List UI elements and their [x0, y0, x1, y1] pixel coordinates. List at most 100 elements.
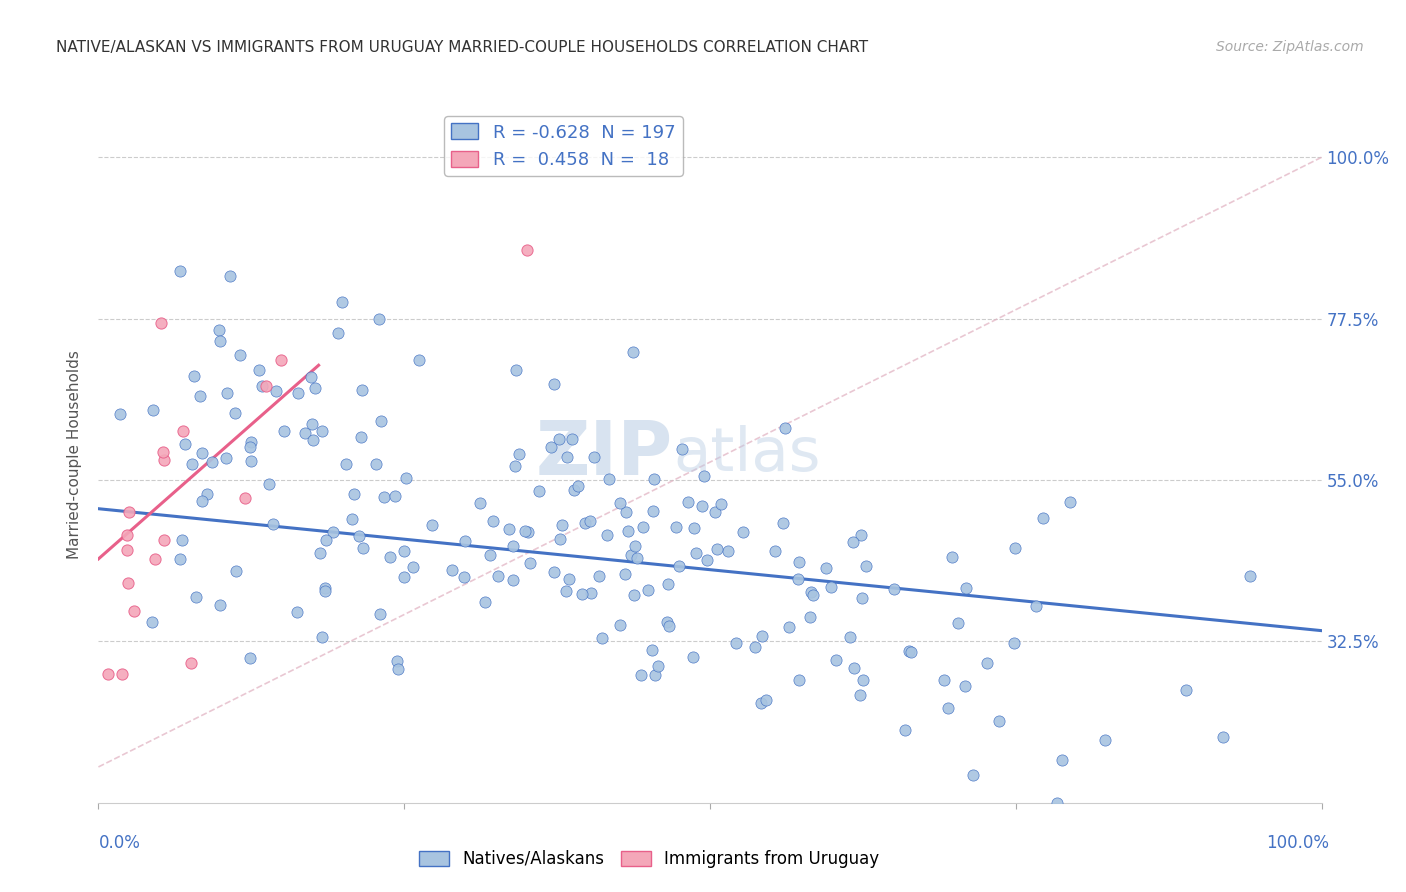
Point	[624, 539, 647, 553]
Point	[250, 379, 273, 393]
Point	[468, 496, 491, 510]
Point	[270, 353, 292, 368]
Point	[188, 388, 211, 402]
Point	[482, 514, 505, 528]
Point	[630, 668, 652, 682]
Point	[505, 363, 527, 377]
Point	[941, 549, 963, 564]
Point	[751, 629, 773, 643]
Point	[682, 520, 704, 534]
Point	[800, 585, 823, 599]
Point	[395, 471, 418, 485]
Point	[657, 577, 679, 591]
Point	[314, 584, 336, 599]
Point	[1059, 495, 1081, 509]
Point	[367, 311, 389, 326]
Point	[1002, 636, 1025, 650]
Point	[623, 588, 645, 602]
Point	[696, 553, 718, 567]
Point	[789, 673, 811, 688]
Point	[962, 768, 984, 782]
Point	[976, 656, 998, 670]
Point	[225, 564, 247, 578]
Point	[387, 654, 409, 668]
Point	[141, 615, 163, 629]
Point	[579, 585, 602, 599]
Point	[825, 653, 848, 667]
Point	[191, 493, 214, 508]
Point	[1239, 568, 1261, 582]
Point	[755, 693, 778, 707]
Point	[352, 541, 374, 556]
Point	[195, 487, 218, 501]
Point	[668, 559, 690, 574]
Point	[180, 656, 202, 670]
Point	[169, 264, 191, 278]
Point	[621, 345, 644, 359]
Point	[671, 442, 693, 456]
Point	[515, 244, 537, 258]
Point	[801, 588, 824, 602]
Point	[946, 615, 969, 630]
Point	[304, 381, 326, 395]
Point	[335, 458, 357, 472]
Point	[117, 576, 139, 591]
Point	[540, 440, 562, 454]
Point	[643, 472, 665, 486]
Point	[299, 369, 322, 384]
Point	[558, 572, 581, 586]
Point	[117, 528, 139, 542]
Point	[366, 457, 388, 471]
Text: atlas: atlas	[673, 425, 821, 484]
Point	[851, 591, 873, 606]
Point	[731, 524, 754, 539]
Point	[644, 668, 666, 682]
Point	[311, 631, 333, 645]
Point	[322, 524, 344, 539]
Point	[215, 385, 238, 400]
Point	[643, 504, 665, 518]
Point	[1094, 733, 1116, 747]
Point	[710, 497, 733, 511]
Point	[478, 548, 501, 562]
Point	[239, 434, 262, 449]
Point	[498, 522, 520, 536]
Point	[330, 294, 353, 309]
Text: NATIVE/ALASKAN VS IMMIGRANTS FROM URUGUAY MARRIED-COUPLE HOUSEHOLDS CORRELATION : NATIVE/ALASKAN VS IMMIGRANTS FROM URUGUA…	[56, 40, 869, 55]
Point	[387, 662, 409, 676]
Point	[1050, 753, 1073, 767]
Point	[588, 569, 610, 583]
Point	[350, 430, 373, 444]
Point	[555, 583, 578, 598]
Point	[152, 445, 174, 459]
Point	[239, 440, 262, 454]
Point	[883, 582, 905, 596]
Point	[1025, 599, 1047, 614]
Text: ZIP: ZIP	[536, 418, 673, 491]
Point	[778, 620, 800, 634]
Point	[115, 543, 138, 558]
Point	[763, 544, 786, 558]
Point	[676, 494, 699, 508]
Point	[820, 580, 842, 594]
Point	[174, 437, 197, 451]
Point	[787, 572, 810, 586]
Point	[685, 546, 707, 560]
Point	[936, 701, 959, 715]
Point	[118, 505, 141, 519]
Point	[191, 446, 214, 460]
Point	[725, 635, 748, 649]
Point	[384, 489, 406, 503]
Point	[1032, 510, 1054, 524]
Point	[302, 434, 325, 448]
Point	[440, 564, 463, 578]
Point	[1004, 541, 1026, 555]
Point	[578, 514, 600, 528]
Point	[294, 425, 316, 440]
Point	[717, 543, 740, 558]
Point	[706, 542, 728, 557]
Point	[692, 469, 714, 483]
Point	[516, 524, 538, 539]
Point	[394, 544, 416, 558]
Point	[180, 457, 202, 471]
